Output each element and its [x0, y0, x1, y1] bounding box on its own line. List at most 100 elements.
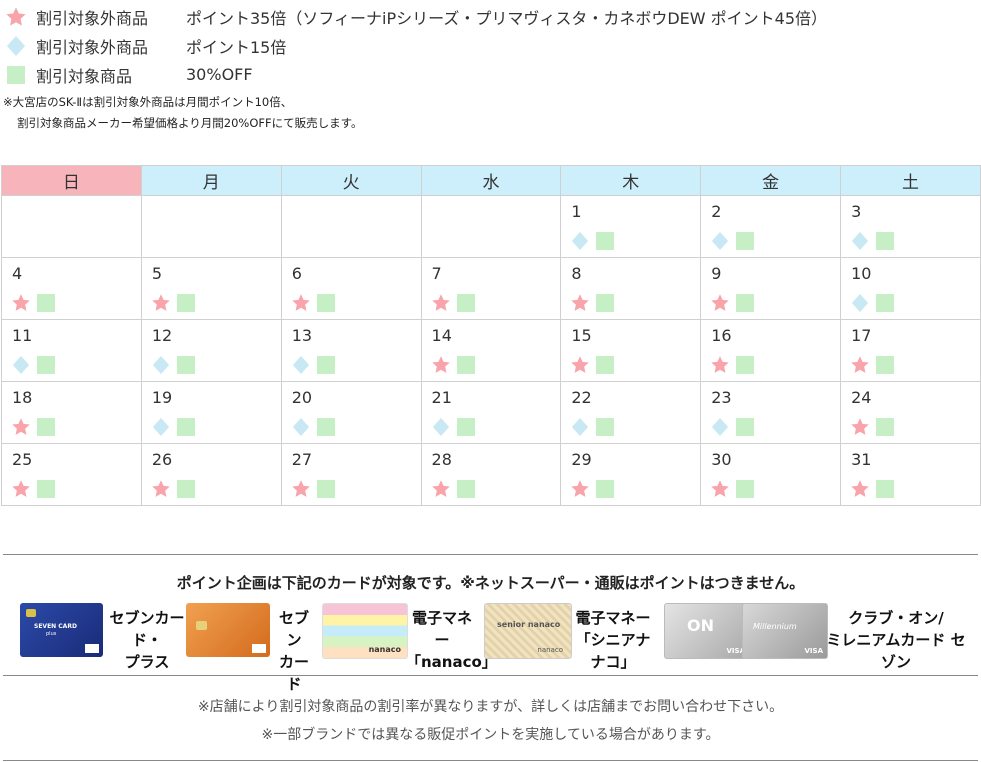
star-icon [850, 416, 870, 438]
calendar-day-cell: 4 [1, 257, 142, 320]
diamond-icon [570, 230, 590, 252]
day-number: 24 [851, 388, 872, 407]
square-icon [456, 356, 475, 374]
legend-text: 30%OFF [186, 65, 253, 84]
diamond-icon [291, 416, 311, 438]
diamond-icon [710, 230, 730, 252]
day-number: 9 [711, 264, 722, 283]
star-icon [11, 478, 31, 500]
day-marks [710, 416, 755, 438]
senior-nanaco-card-image: senior nanaco nanaco [484, 603, 572, 659]
legend-row-star: 割引対象外商品 ポイント35倍（ソフィーナiPシリーズ・プリマヴィスタ・カネボウ… [4, 2, 827, 31]
calendar-day-cell: 8 [560, 257, 702, 320]
calendar-week-row: 4 5 6 7 8 9 10 [1, 257, 981, 320]
square-icon [736, 480, 755, 498]
day-marks [570, 292, 615, 314]
day-marks [710, 354, 755, 376]
day-number: 7 [431, 264, 442, 283]
legend-row-square: 割引対象商品 30%OFF [4, 60, 827, 89]
day-number: 4 [12, 264, 23, 283]
square-icon [316, 418, 335, 436]
calendar-day-cell: 20 [280, 381, 422, 444]
calendar-day-cell: 6 [280, 257, 422, 320]
day-marks [151, 354, 195, 376]
legend-category: 割引対象商品 [36, 66, 133, 86]
diamond-icon [11, 354, 31, 376]
day-marks [11, 416, 55, 438]
star-icon [710, 354, 730, 376]
day-number: 12 [151, 326, 173, 345]
legend-text: ポイント15倍 [186, 37, 287, 57]
note-line2: 割引対象商品メーカー希望価格より月間20%OFFにて販売します。 [17, 116, 363, 130]
day-number: 21 [431, 388, 452, 407]
square-icon [596, 356, 615, 374]
calendar-empty-cell [1, 195, 142, 258]
diamond-icon [570, 416, 590, 438]
day-number: 27 [291, 450, 313, 469]
legend-category: 割引対象外商品 [36, 37, 149, 57]
calendar-day-cell: 1 [560, 195, 702, 258]
day-marks [11, 292, 55, 314]
star-icon [11, 292, 31, 314]
day-marks [710, 292, 755, 314]
day-marks [431, 478, 475, 500]
star-icon [291, 292, 311, 314]
day-marks [570, 478, 615, 500]
nanaco-label: 電子マネー 「nanaco」 [406, 609, 497, 671]
legend-row-diamond: 割引対象外商品 ポイント15倍 [4, 31, 827, 60]
square-icon [876, 480, 895, 498]
card-text: senior nanaco [497, 620, 561, 629]
day-number: 17 [851, 326, 872, 345]
day-number: 10 [851, 264, 872, 283]
star-icon [710, 478, 730, 500]
weekday-tuesday: 火 [280, 165, 422, 196]
day-number: 8 [571, 264, 582, 283]
square-icon [456, 480, 475, 498]
day-number: 16 [711, 326, 732, 345]
weekday-wednesday: 水 [420, 165, 562, 196]
divider [3, 554, 978, 555]
day-number: 30 [711, 450, 732, 469]
square-icon [736, 418, 755, 436]
square-icon [736, 232, 755, 250]
calendar-day-cell: 21 [420, 381, 562, 444]
calendar-day-cell: 19 [140, 381, 282, 444]
nanaco-card-image: nanaco [322, 603, 408, 659]
square-icon [316, 480, 335, 498]
calendar-week-row: 1 2 3 [1, 195, 981, 258]
square-icon [876, 294, 895, 312]
star-icon [11, 416, 31, 438]
seven-card-plus-image: SEVEN CARD plus [20, 603, 103, 657]
calendar-day-cell: 31 [840, 443, 981, 506]
square-icon [4, 63, 28, 87]
day-marks [850, 354, 895, 376]
star-icon [710, 292, 730, 314]
day-marks [291, 478, 335, 500]
square-icon [736, 294, 755, 312]
day-marks [11, 478, 55, 500]
calendar-week-row: 25 26 27 28 29 30 31 [1, 443, 981, 506]
star-icon [431, 354, 451, 376]
square-icon [176, 294, 195, 312]
weekday-monday: 月 [140, 165, 282, 196]
day-marks [151, 478, 195, 500]
diamond-icon [850, 230, 870, 252]
star-icon [431, 478, 451, 500]
day-number: 18 [12, 388, 33, 407]
square-icon [876, 232, 895, 250]
star-icon [291, 478, 311, 500]
calendar-day-cell: 11 [1, 319, 142, 382]
day-number: 29 [571, 450, 592, 469]
day-marks [431, 354, 475, 376]
day-marks [431, 292, 475, 314]
day-number: 3 [851, 202, 862, 221]
calendar-day-cell: 10 [840, 257, 981, 320]
calendar-day-cell: 29 [560, 443, 702, 506]
divider [3, 675, 978, 676]
sk2-note: ※大宮店のSK-Ⅱは割引対象外商品は月間ポイント10倍、 割引対象商品メーカー希… [3, 92, 362, 134]
diamond-icon [431, 416, 451, 438]
square-icon [456, 418, 475, 436]
day-number: 11 [12, 326, 33, 345]
calendar-day-cell: 15 [560, 319, 702, 382]
footer-note-2: ※一部ブランドでは異なる販促ポイントを実施している場合があります。 [261, 727, 720, 743]
